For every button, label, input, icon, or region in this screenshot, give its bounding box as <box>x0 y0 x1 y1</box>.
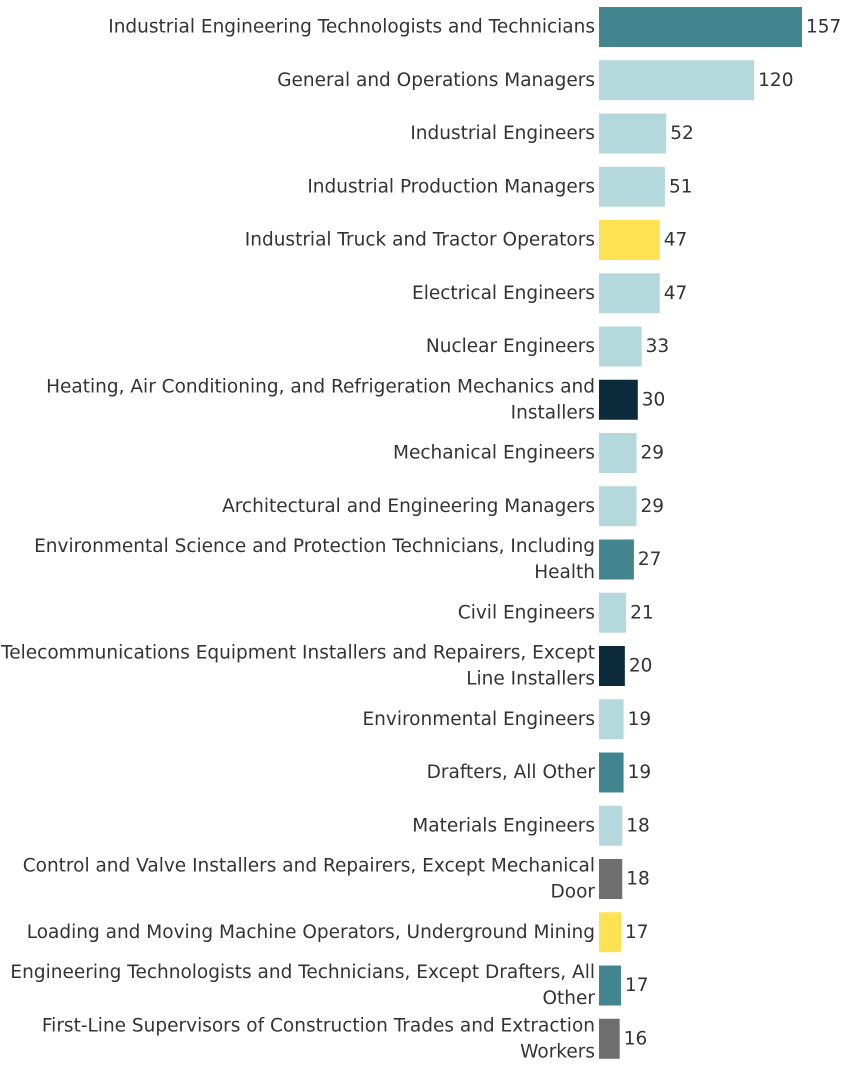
bar[interactable] <box>599 7 802 47</box>
bar[interactable] <box>599 433 637 473</box>
category-label: Control and Valve Installers and Repaire… <box>23 856 595 877</box>
value-label: 120 <box>758 70 793 91</box>
bar[interactable] <box>599 592 627 633</box>
value-label: 33 <box>646 336 670 357</box>
category-label: Heating, Air Conditioning, and Refrigera… <box>46 376 595 397</box>
bar[interactable] <box>599 859 623 899</box>
bar[interactable] <box>599 326 642 367</box>
bar[interactable] <box>599 60 755 101</box>
category-label: Mechanical Engineers <box>393 443 595 464</box>
bar[interactable] <box>599 486 637 527</box>
bar[interactable] <box>599 646 625 686</box>
category-label: Other <box>542 988 595 1009</box>
value-label: 17 <box>625 975 649 996</box>
bar[interactable] <box>599 1018 620 1059</box>
value-label: 19 <box>628 762 652 783</box>
category-label: Electrical Engineers <box>412 283 595 304</box>
bar[interactable] <box>599 220 660 260</box>
value-label: 47 <box>664 230 688 251</box>
value-label: 16 <box>624 1028 648 1049</box>
value-label: 17 <box>625 922 649 943</box>
bar[interactable] <box>599 379 638 420</box>
category-label: Installers <box>511 402 595 423</box>
value-label: 18 <box>626 815 650 836</box>
category-label: Industrial Production Managers <box>307 176 595 197</box>
category-label: Loading and Moving Machine Operators, Un… <box>27 922 595 943</box>
bar[interactable] <box>599 965 621 1006</box>
value-label: 30 <box>642 389 666 410</box>
category-label: Nuclear Engineers <box>426 336 595 357</box>
value-label: 157 <box>806 17 841 38</box>
category-label: Telecommunications Equipment Installers … <box>0 643 595 664</box>
category-label: Civil Engineers <box>458 602 595 623</box>
value-label: 19 <box>628 709 652 730</box>
category-label: Industrial Engineers <box>410 123 595 144</box>
value-label: 18 <box>626 869 650 890</box>
value-label: 47 <box>664 283 688 304</box>
category-label: Environmental Science and Protection Tec… <box>34 536 595 557</box>
value-label: 52 <box>670 123 694 144</box>
bar[interactable] <box>599 699 624 740</box>
bar[interactable] <box>599 273 660 314</box>
bar[interactable] <box>599 912 621 953</box>
bar[interactable] <box>599 113 667 154</box>
category-label: Drafters, All Other <box>427 762 596 783</box>
bar[interactable] <box>599 752 624 793</box>
category-label: First-Line Supervisors of Construction T… <box>42 1015 595 1036</box>
category-label: Industrial Engineering Technologists and… <box>108 17 595 38</box>
category-label: Door <box>551 882 596 903</box>
category-label: Architectural and Engineering Managers <box>222 496 595 517</box>
category-label: Workers <box>520 1041 595 1062</box>
bar[interactable] <box>599 166 665 207</box>
category-label: Materials Engineers <box>412 815 595 836</box>
value-label: 21 <box>630 602 654 623</box>
value-label: 29 <box>640 496 664 517</box>
bar[interactable] <box>599 539 634 580</box>
bar[interactable] <box>599 805 623 846</box>
category-label: Engineering Technologists and Technician… <box>10 962 595 983</box>
category-label: Environmental Engineers <box>362 709 595 730</box>
category-label: Industrial Truck and Tractor Operators <box>245 230 595 251</box>
category-label: Line Installers <box>466 669 595 690</box>
value-label: 29 <box>640 443 664 464</box>
value-label: 20 <box>629 656 653 677</box>
value-label: 27 <box>638 549 662 570</box>
category-label: General and Operations Managers <box>277 70 595 91</box>
value-label: 51 <box>669 176 693 197</box>
category-label: Health <box>534 562 595 583</box>
